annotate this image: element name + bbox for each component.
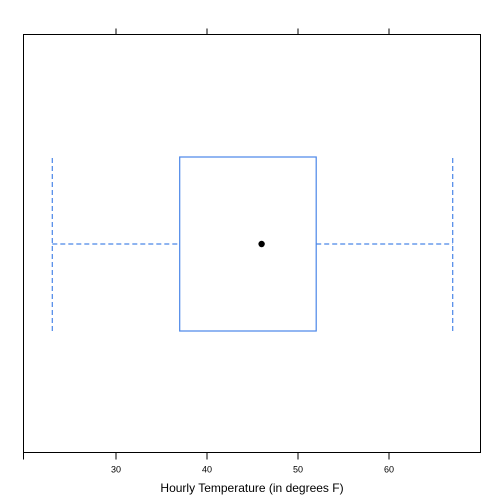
- x-axis-tick-labels: 30 40 50 60: [111, 465, 394, 475]
- x-tick-label: 60: [384, 465, 394, 475]
- x-axis-ticks-bottom: [23, 452, 390, 460]
- x-tick-label: 30: [111, 465, 121, 475]
- x-axis-title: Hourly Temperature (in degrees F): [160, 481, 343, 495]
- iqr-box: [179, 156, 317, 332]
- x-tick-label: 50: [293, 465, 303, 475]
- boxplot-group: [51, 156, 454, 332]
- median-dot: [258, 240, 265, 248]
- x-axis-ticks-top: [115, 28, 390, 35]
- plot-frame: [23, 34, 481, 453]
- x-tick-label: 40: [202, 465, 212, 475]
